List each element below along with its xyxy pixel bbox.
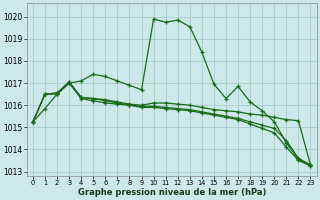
X-axis label: Graphe pression niveau de la mer (hPa): Graphe pression niveau de la mer (hPa) (77, 188, 266, 197)
